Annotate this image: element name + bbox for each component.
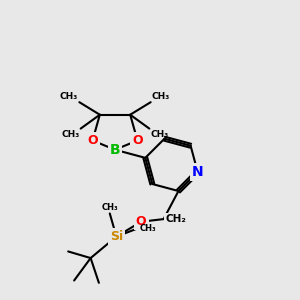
- Text: B: B: [110, 143, 120, 157]
- Text: O: O: [132, 134, 143, 147]
- Text: CH₃: CH₃: [151, 130, 169, 139]
- Text: CH₃: CH₃: [101, 203, 118, 212]
- Text: CH₃: CH₃: [61, 130, 79, 139]
- Text: CH₃: CH₃: [60, 92, 78, 101]
- Text: Si: Si: [110, 230, 123, 243]
- Text: CH₂: CH₂: [165, 214, 186, 224]
- Text: N: N: [192, 165, 203, 179]
- Text: CH₃: CH₃: [152, 92, 170, 101]
- Text: CH₃: CH₃: [139, 224, 156, 233]
- Text: O: O: [136, 215, 146, 228]
- Text: O: O: [87, 134, 98, 147]
